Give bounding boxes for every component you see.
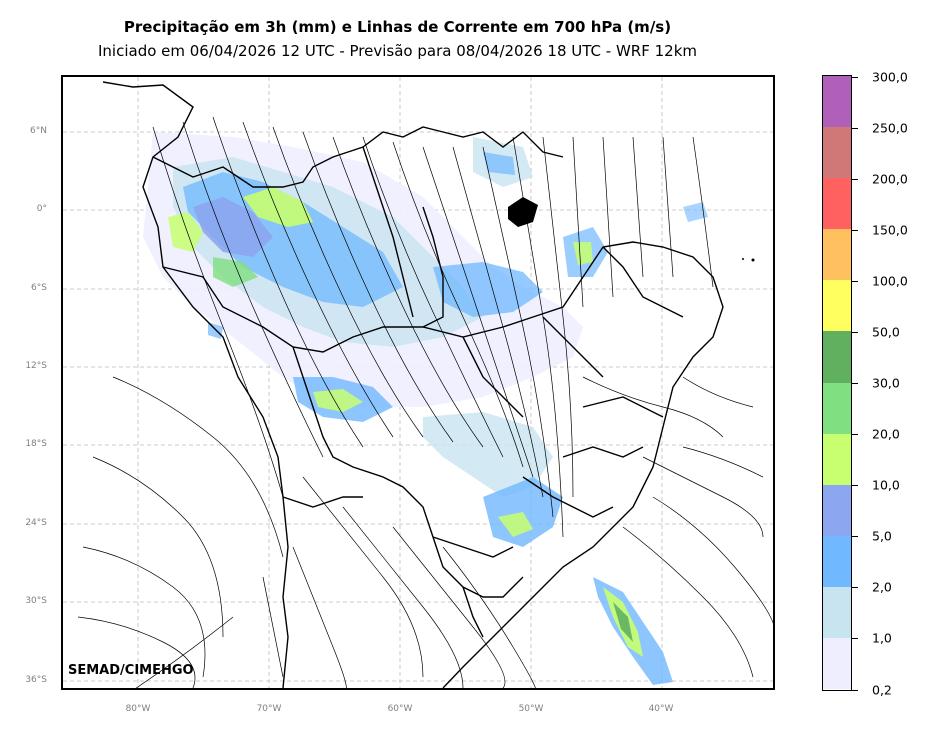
colorbar-label: 1,0 (872, 630, 892, 646)
colorbar-label: 2,0 (872, 579, 892, 595)
colorbar-segment (823, 127, 851, 179)
colorbar-tick (852, 638, 858, 640)
colorbar-segment (823, 637, 851, 690)
colorbar-label: 20,0 (872, 426, 900, 442)
lat-label-24s: 24°S (25, 518, 47, 528)
lat-label-6n: 6°N (30, 126, 47, 136)
colorbar-segment (823, 331, 851, 383)
colorbar-tick (852, 127, 858, 129)
colorbar-tick (852, 485, 858, 487)
colorbar-segment (823, 535, 851, 588)
map-title: Precipitação em 3h (mm) e Linhas de Corr… (123, 18, 672, 36)
colorbar-label: 100,0 (872, 273, 908, 289)
colorbar-tick (852, 229, 858, 231)
lon-label-60w: 60°W (387, 704, 413, 714)
colorbar-tick (852, 76, 858, 78)
colorbar-tick (852, 331, 858, 333)
lon-label-80w: 80°W (125, 704, 151, 714)
colorbar-label: 0,2 (872, 682, 892, 697)
colorbar (822, 75, 852, 691)
colorbar-label: 300,0 (872, 69, 908, 84)
colorbar-segment (823, 433, 851, 486)
lat-label-0: 0° (36, 204, 47, 214)
colorbar-label: 10,0 (872, 477, 900, 493)
colorbar-label: 150,0 (872, 222, 908, 238)
map-subtitle: Iniciado em 06/04/2026 12 UTC - Previsão… (97, 42, 698, 60)
credit-label: SEMAD/CIMEHGO (68, 663, 194, 678)
map-canvas (63, 77, 773, 688)
colorbar-segment (823, 280, 851, 332)
colorbar-tick (852, 689, 858, 691)
lat-label-36s: 36°S (25, 675, 47, 685)
colorbar-label: 50,0 (872, 324, 900, 340)
colorbar-label: 30,0 (872, 375, 900, 391)
colorbar-tick (852, 383, 858, 384)
colorbar-label: 200,0 (872, 171, 908, 187)
lat-label-30s: 30°S (25, 596, 47, 606)
lat-label-18s: 18°S (25, 439, 47, 449)
colorbar-label: 250,0 (872, 120, 908, 136)
coast-land-blob (508, 197, 755, 262)
lon-label-40w: 40°W (648, 704, 674, 714)
colorbar-tick (852, 434, 858, 436)
lon-label-50w: 50°W (518, 704, 544, 714)
lat-label-12s: 12°S (25, 361, 47, 371)
lat-label-6s: 6°S (31, 283, 47, 293)
colorbar-tick (852, 587, 858, 589)
colorbar-segment (823, 76, 851, 128)
colorbar-segment (823, 484, 851, 537)
colorbar-tick (852, 536, 858, 538)
colorbar-tick (852, 280, 858, 282)
colorbar-segment (823, 586, 851, 639)
streamlines (77, 116, 773, 688)
colorbar-tick (852, 178, 858, 180)
colorbar-segment (823, 382, 851, 435)
map-panel (61, 75, 775, 690)
colorbar-segment (823, 229, 851, 281)
colorbar-segment (823, 178, 851, 230)
colorbar-label: 5,0 (872, 528, 892, 544)
country-borders (102, 81, 724, 688)
lon-label-70w: 70°W (256, 704, 282, 714)
